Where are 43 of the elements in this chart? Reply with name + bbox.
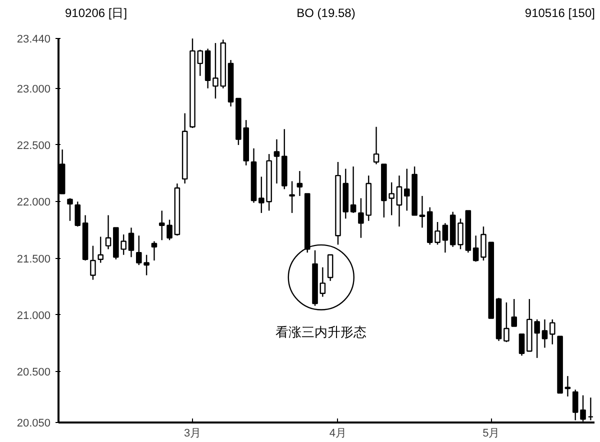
candlestick	[350, 166, 356, 214]
y-tick-label: 21.500	[16, 253, 51, 266]
candlestick	[511, 298, 517, 327]
candlestick	[518, 334, 525, 356]
candlestick	[98, 236, 104, 264]
y-tick-label: 23.440	[16, 34, 51, 46]
candlestick	[327, 254, 334, 282]
y-tick-label: 21.000	[16, 310, 51, 322]
candlestick	[564, 375, 571, 398]
candlestick	[74, 201, 81, 228]
candlestick	[373, 126, 380, 165]
y-tick-label: 20.500	[16, 366, 51, 379]
candlestick	[197, 49, 204, 76]
candlestick	[151, 240, 158, 262]
candlestick	[90, 245, 96, 280]
candlestick	[542, 318, 548, 348]
text: 910206 [日]	[65, 5, 128, 22]
candlestick	[296, 170, 303, 197]
candlestick	[442, 222, 448, 254]
candlestick	[549, 318, 556, 345]
annotation: 看涨三内升形态	[276, 324, 367, 340]
text: 910516 [150]	[524, 5, 595, 22]
candlestick	[458, 218, 464, 250]
candlestick	[67, 198, 73, 222]
x-tick-label: 5月	[482, 428, 500, 440]
y-tick-label: 20.050	[16, 418, 51, 430]
candlestick	[166, 219, 172, 241]
candlestick	[289, 180, 295, 214]
candlestick	[128, 227, 134, 258]
candlestick	[158, 210, 165, 241]
y-tick-label: 22.500	[16, 140, 51, 152]
candlestick	[105, 214, 112, 250]
y-tick-label: 22.000	[16, 196, 51, 209]
y-tick-label: 23.000	[16, 83, 51, 96]
x-tick-label: 3月	[184, 428, 202, 440]
candlestick	[320, 266, 326, 298]
chart-title: BO (19.58)	[296, 5, 356, 22]
candlestick	[274, 138, 280, 184]
candlestick	[504, 302, 510, 343]
candlestick	[396, 174, 402, 228]
x-tick-label: 4月	[329, 428, 347, 440]
candlestick	[472, 234, 479, 262]
candlestick	[419, 195, 426, 228]
